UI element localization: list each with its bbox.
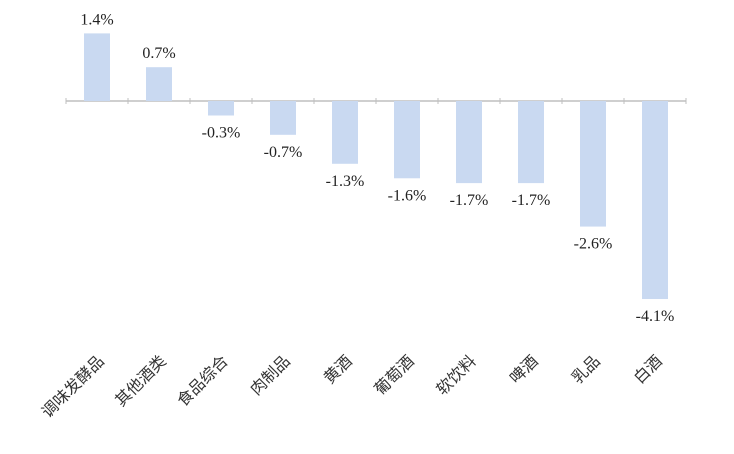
category-label-0: 调味发酵品 — [38, 351, 108, 421]
value-label-0: 1.4% — [80, 11, 113, 28]
bar-8 — [580, 101, 606, 227]
value-label-3: -0.7% — [264, 144, 303, 161]
bar-7 — [518, 101, 544, 184]
value-label-9: -4.1% — [636, 308, 675, 325]
bar-9 — [642, 101, 668, 300]
category-label-5: 葡萄酒 — [370, 351, 417, 398]
bar-5 — [394, 101, 420, 179]
bar-0 — [84, 33, 110, 101]
category-label-7: 啤酒 — [506, 351, 542, 387]
category-label-2: 食品综合 — [173, 351, 232, 410]
value-label-8: -2.6% — [574, 236, 613, 253]
category-label-8: 乳品 — [568, 351, 604, 387]
value-label-1: 0.7% — [142, 45, 175, 62]
category-label-9: 白酒 — [630, 351, 666, 387]
bar-4 — [332, 101, 358, 164]
value-label-7: -1.7% — [512, 192, 551, 209]
bar-2 — [208, 101, 234, 116]
category-label-6: 软饮料 — [432, 351, 479, 398]
value-label-4: -1.3% — [326, 173, 365, 190]
value-label-2: -0.3% — [202, 124, 241, 141]
value-label-6: -1.7% — [450, 192, 489, 209]
bar-3 — [270, 101, 296, 135]
value-label-5: -1.6% — [388, 187, 427, 204]
bar-6 — [456, 101, 482, 184]
category-label-4: 黄酒 — [320, 351, 356, 387]
bar-1 — [146, 67, 172, 101]
category-label-1: 其他酒类 — [111, 351, 170, 410]
category-label-3: 肉制品 — [246, 351, 293, 398]
